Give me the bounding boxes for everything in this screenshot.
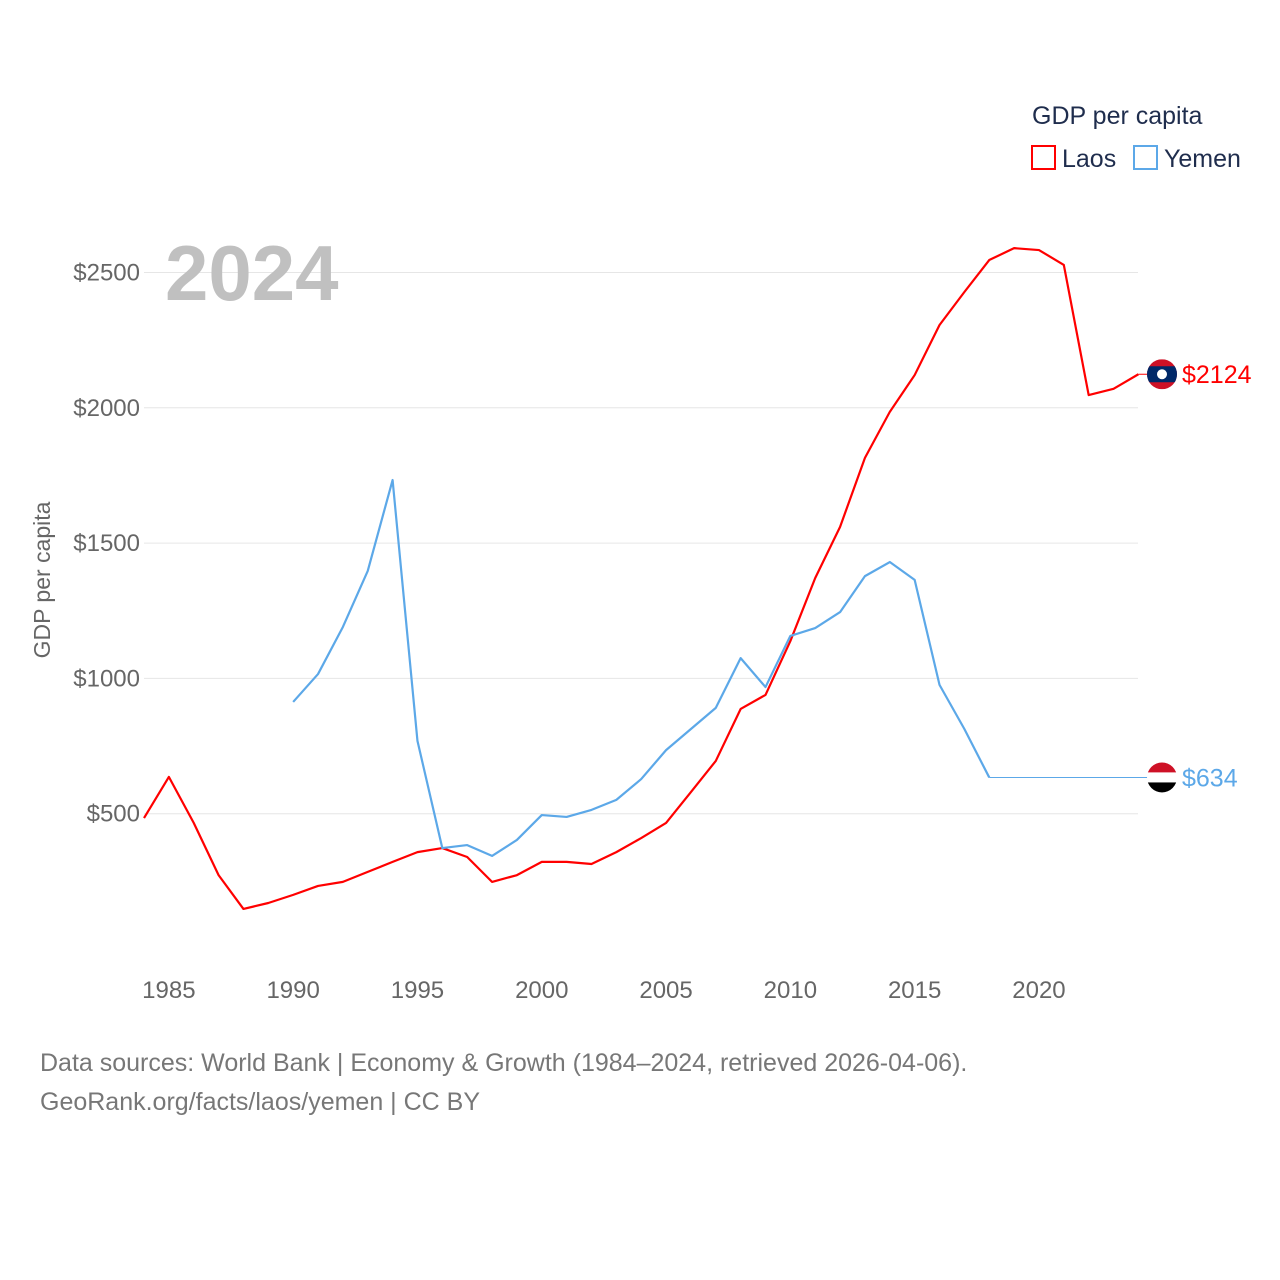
legend-swatch-laos	[1031, 145, 1056, 170]
year-label: 2024	[165, 229, 339, 317]
y-tick-label: $1000	[73, 665, 140, 692]
legend-label-laos: Laos	[1062, 145, 1116, 173]
legend-title: GDP per capita	[1032, 102, 1203, 130]
y-tick-label: $2000	[73, 395, 140, 422]
yemen-flag-icon	[1147, 762, 1177, 793]
y-axis-label: GDP per capita	[29, 501, 55, 658]
source-note: Data sources: World Bank | Economy & Gro…	[40, 1044, 967, 1122]
y-tick-label: $1500	[73, 530, 140, 557]
legend-item-yemen[interactable]: Yemen	[1133, 145, 1241, 173]
x-tick-label: 1990	[266, 977, 319, 1004]
x-tick-label: 2005	[639, 977, 692, 1004]
x-tick-label: 1995	[391, 977, 444, 1004]
legend-swatch-yemen	[1133, 145, 1158, 170]
series-line-yemen	[292, 478, 991, 858]
flag-body	[1147, 359, 1177, 390]
x-tick-label: 2010	[764, 977, 817, 1004]
source-line-1: Data sources: World Bank | Economy & Gro…	[40, 1049, 968, 1077]
end-label-yemen: $634	[1182, 764, 1238, 792]
x-tick-label: 2000	[515, 977, 568, 1004]
laos-flag-icon	[1147, 359, 1177, 390]
y-tick-label: $2500	[73, 260, 140, 287]
x-tick-label: 2020	[1012, 977, 1065, 1004]
flag-stripe	[1147, 772, 1177, 783]
flag-stripe	[1147, 782, 1177, 793]
y-tick-label: $500	[87, 801, 140, 828]
flag-body	[1147, 762, 1177, 793]
source-line-2[interactable]: GeoRank.org/facts/laos/yemen | CC BY	[40, 1088, 481, 1116]
flag-stripe	[1147, 762, 1177, 773]
end-label-laos: $2124	[1182, 361, 1252, 389]
legend-label-yemen: Yemen	[1164, 145, 1241, 173]
series-line-laos	[143, 247, 1139, 911]
x-tick-label: 2015	[888, 977, 941, 1004]
legend-item-laos[interactable]: Laos	[1031, 145, 1116, 173]
flag-disc	[1157, 369, 1167, 380]
x-tick-label: 1985	[142, 977, 195, 1004]
